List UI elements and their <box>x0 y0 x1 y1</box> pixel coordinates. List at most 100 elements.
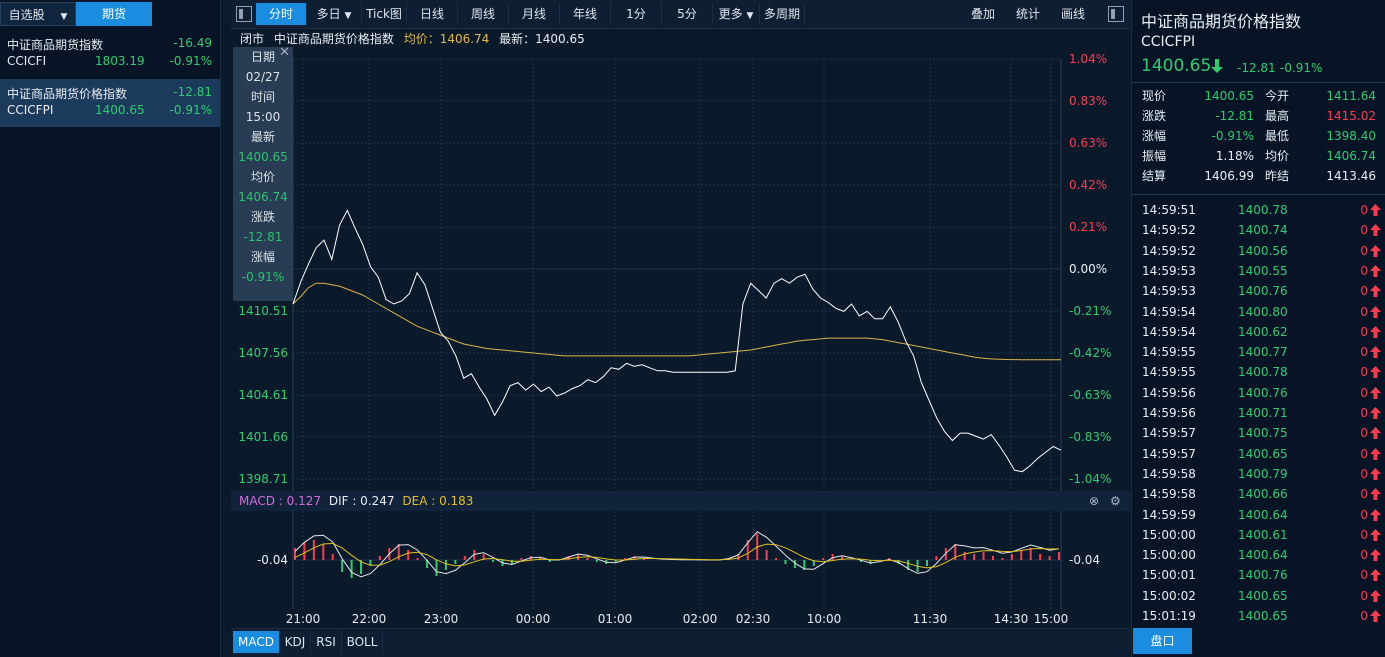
list-item[interactable]: 中证商品期货指数 -16.49 CCICFI 1803.19 -0.91% <box>0 30 220 78</box>
arrow-up-icon <box>1370 346 1381 359</box>
x-axis-tick-label: 23:00 <box>424 612 459 626</box>
chevron-down-icon: ▼ <box>344 11 352 21</box>
quote-field-label: 现价 <box>1142 89 1167 103</box>
sidebar-tabs: 自选股 ▼ 期货 <box>0 2 220 26</box>
quote-field-label: 今开 <box>1265 89 1290 103</box>
tab-intraday[interactable]: 分时 <box>256 3 307 25</box>
tick-price: 1400.65 <box>1238 609 1288 623</box>
arrow-up-icon <box>1370 467 1381 480</box>
toggle-left-panel-icon[interactable] <box>236 6 252 22</box>
tick-volume: 0 <box>1360 324 1368 339</box>
x-axis-tick-label: 22:00 <box>352 612 387 626</box>
arrow-up-icon <box>1370 305 1381 318</box>
arrow-up-icon <box>1370 244 1381 257</box>
tick-time: 14:59:53 <box>1142 284 1196 299</box>
tab-daily[interactable]: 日线 <box>407 3 458 25</box>
x-axis-tick-label: 10:00 <box>807 612 842 626</box>
arrow-up-icon <box>1370 508 1381 521</box>
tick-price: 1400.80 <box>1238 304 1288 319</box>
tick-price: 1400.65 <box>1238 588 1288 603</box>
tick-time: 14:59:59 <box>1142 507 1196 522</box>
tick-time: 15:00:02 <box>1142 588 1196 603</box>
y-axis-pct-label: 0.00% <box>1069 262 1107 276</box>
tab-macd[interactable]: MACD <box>233 631 280 653</box>
quote-field-value: 1400.65 <box>1204 89 1254 103</box>
arrow-up-icon <box>1370 549 1381 562</box>
tab-boll[interactable]: BOLL <box>342 631 383 653</box>
avg-price-label: 均价：1406.74 <box>403 32 490 46</box>
tab-yearly[interactable]: 年线 <box>560 3 611 25</box>
chart-area[interactable]: 1410.51 1407.56 1404.61 1401.66 1398.71 1.04%… <box>231 29 1130 627</box>
tick-time: 14:59:53 <box>1142 263 1196 278</box>
quote-change: -12.81 <box>1237 61 1276 75</box>
tab-order-book[interactable]: 盘口 <box>1133 628 1192 654</box>
tab-tick[interactable]: Tick图 <box>362 3 407 25</box>
x-axis-tick-label: 15:00 <box>1034 612 1069 626</box>
tick-row: 14:59:57 1400.75 0 <box>1132 423 1385 443</box>
tab-multi-day[interactable]: 多日 ▼ <box>307 3 362 25</box>
tick-time: 15:00:00 <box>1142 527 1196 542</box>
close-icon[interactable]: ⊗ <box>1089 494 1100 508</box>
x-axis-tick-label: 14:30 <box>994 612 1029 626</box>
x-axis-tick-label: 01:00 <box>598 612 633 626</box>
overlay-button[interactable]: 叠加 <box>970 7 995 21</box>
instrument-price: 1803.19 <box>95 54 145 68</box>
tooltip-date: 02/27 <box>245 70 281 84</box>
tab-monthly[interactable]: 月线 <box>509 3 560 25</box>
drawing-button[interactable]: 画线 <box>1060 7 1085 21</box>
tab-1min[interactable]: 1分 <box>611 3 662 25</box>
tab-more[interactable]: 更多 ▼ <box>713 3 760 25</box>
y-axis-pct-label: 0.42% <box>1069 178 1107 192</box>
quote-instrument-code: CCICFPI <box>1141 34 1196 50</box>
arrow-up-icon <box>1370 610 1381 622</box>
intraday-chart[interactable]: 1410.51 1407.56 1404.61 1401.66 1398.71 1.04%… <box>231 29 1130 627</box>
arrow-up-icon <box>1370 447 1381 460</box>
list-item[interactable]: 中证商品期货价格指数 -12.81 CCICFPI 1400.65 -0.91% <box>0 79 220 127</box>
close-icon[interactable]: ✕ <box>279 45 290 60</box>
quote-field-value: 1415.02 <box>1326 109 1376 123</box>
y-axis-tick-label: 1407.56 <box>238 346 288 360</box>
tick-time: 15:00:01 <box>1142 568 1196 583</box>
quote-instrument-name: 中证商品期货价格指数 <box>1141 12 1302 31</box>
instrument-pct: -0.91% <box>169 103 212 117</box>
tooltip-last: 1400.65 <box>238 150 288 164</box>
y-axis-pct-label: -1.04% <box>1069 472 1111 486</box>
y-axis-tick-label: 1401.66 <box>238 430 288 444</box>
chart-info-bar: 闭市 中证商品期货价格指数 均价：1406.74 最新：1400.65 <box>240 30 591 47</box>
tick-price: 1400.64 <box>1238 548 1288 563</box>
arrow-up-icon <box>1370 264 1381 277</box>
toggle-right-panel-icon[interactable] <box>1108 6 1124 22</box>
arrow-up-icon <box>1370 386 1381 399</box>
y-axis-pct-label: 1.04% <box>1069 52 1107 66</box>
tick-row: 14:59:52 1400.74 0 <box>1132 220 1385 240</box>
quote-field-value: 1411.64 <box>1326 89 1376 103</box>
tick-row: 15:00:00 1400.61 0 <box>1132 525 1385 545</box>
tab-watchlist[interactable]: 自选股 ▼ <box>0 2 76 26</box>
gear-icon[interactable]: ⚙ <box>1110 494 1121 508</box>
tooltip-pct-label: 涨幅 <box>250 250 275 264</box>
indicator-tabs: MACD KDJ RSI BOLL <box>231 628 1130 657</box>
tick-volume: 0 <box>1360 203 1368 217</box>
tick-row: 15:01:19 1400.65 0 <box>1132 606 1385 626</box>
arrow-up-icon <box>1370 569 1381 582</box>
quote-field-value: -0.91% <box>1211 129 1254 143</box>
tab-futures[interactable]: 期货 <box>76 2 152 26</box>
instrument-name: 中证商品期货指数 <box>7 38 104 52</box>
tab-weekly[interactable]: 周线 <box>458 3 509 25</box>
tooltip-chg-label: 涨跌 <box>250 210 275 224</box>
tab-5min[interactable]: 5分 <box>662 3 713 25</box>
statistics-button[interactable]: 统计 <box>1015 7 1040 21</box>
tick-price: 1400.62 <box>1238 324 1288 339</box>
quote-field-label: 涨幅 <box>1142 129 1167 143</box>
tick-time: 14:59:55 <box>1142 365 1196 380</box>
tick-time: 15:00:00 <box>1142 548 1196 563</box>
chevron-down-icon[interactable]: ▼ <box>60 12 68 22</box>
tab-multi-period[interactable]: 多周期 <box>760 3 805 25</box>
tick-time: 14:59:57 <box>1142 446 1196 461</box>
tab-rsi[interactable]: RSI <box>311 631 342 653</box>
tick-time: 14:59:57 <box>1142 426 1196 441</box>
y-axis-pct-label: 0.63% <box>1069 136 1107 150</box>
tab-kdj[interactable]: KDJ <box>280 631 311 653</box>
tick-volume: 0 <box>1360 487 1368 502</box>
arrow-up-icon <box>1370 407 1381 419</box>
